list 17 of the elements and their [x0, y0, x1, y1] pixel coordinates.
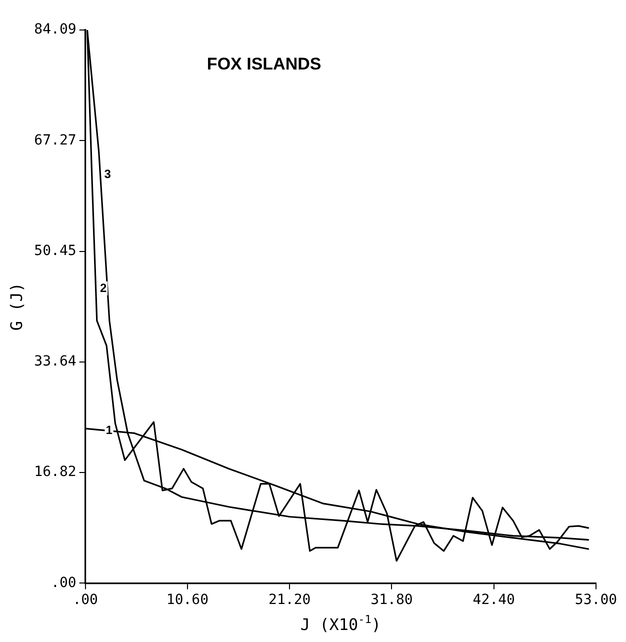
- y-tick-label: 16.82: [34, 464, 76, 480]
- x-tick-label: 53.00: [574, 592, 618, 608]
- annotation: 3: [104, 166, 112, 181]
- x-tick-label: 21.20: [268, 592, 311, 608]
- annotation: 2: [100, 280, 107, 295]
- y-tick-label: .00: [51, 574, 76, 591]
- y-tick-label: 33.64: [34, 354, 76, 370]
- y-tick-label: 67.27: [34, 132, 76, 148]
- x-tick-label: .00: [72, 592, 98, 608]
- x-tick-label: 31.80: [370, 592, 413, 608]
- y-tick-label: 84.09: [34, 22, 76, 38]
- y-axis-title: G (J): [6, 282, 26, 331]
- annotation: 1: [106, 422, 113, 437]
- x-tick-label: 10.60: [166, 592, 209, 608]
- y-tick-label: 50.45: [34, 242, 76, 259]
- x-tick-label: 42.40: [472, 592, 515, 608]
- text: FOX ISLANDS: [206, 54, 322, 74]
